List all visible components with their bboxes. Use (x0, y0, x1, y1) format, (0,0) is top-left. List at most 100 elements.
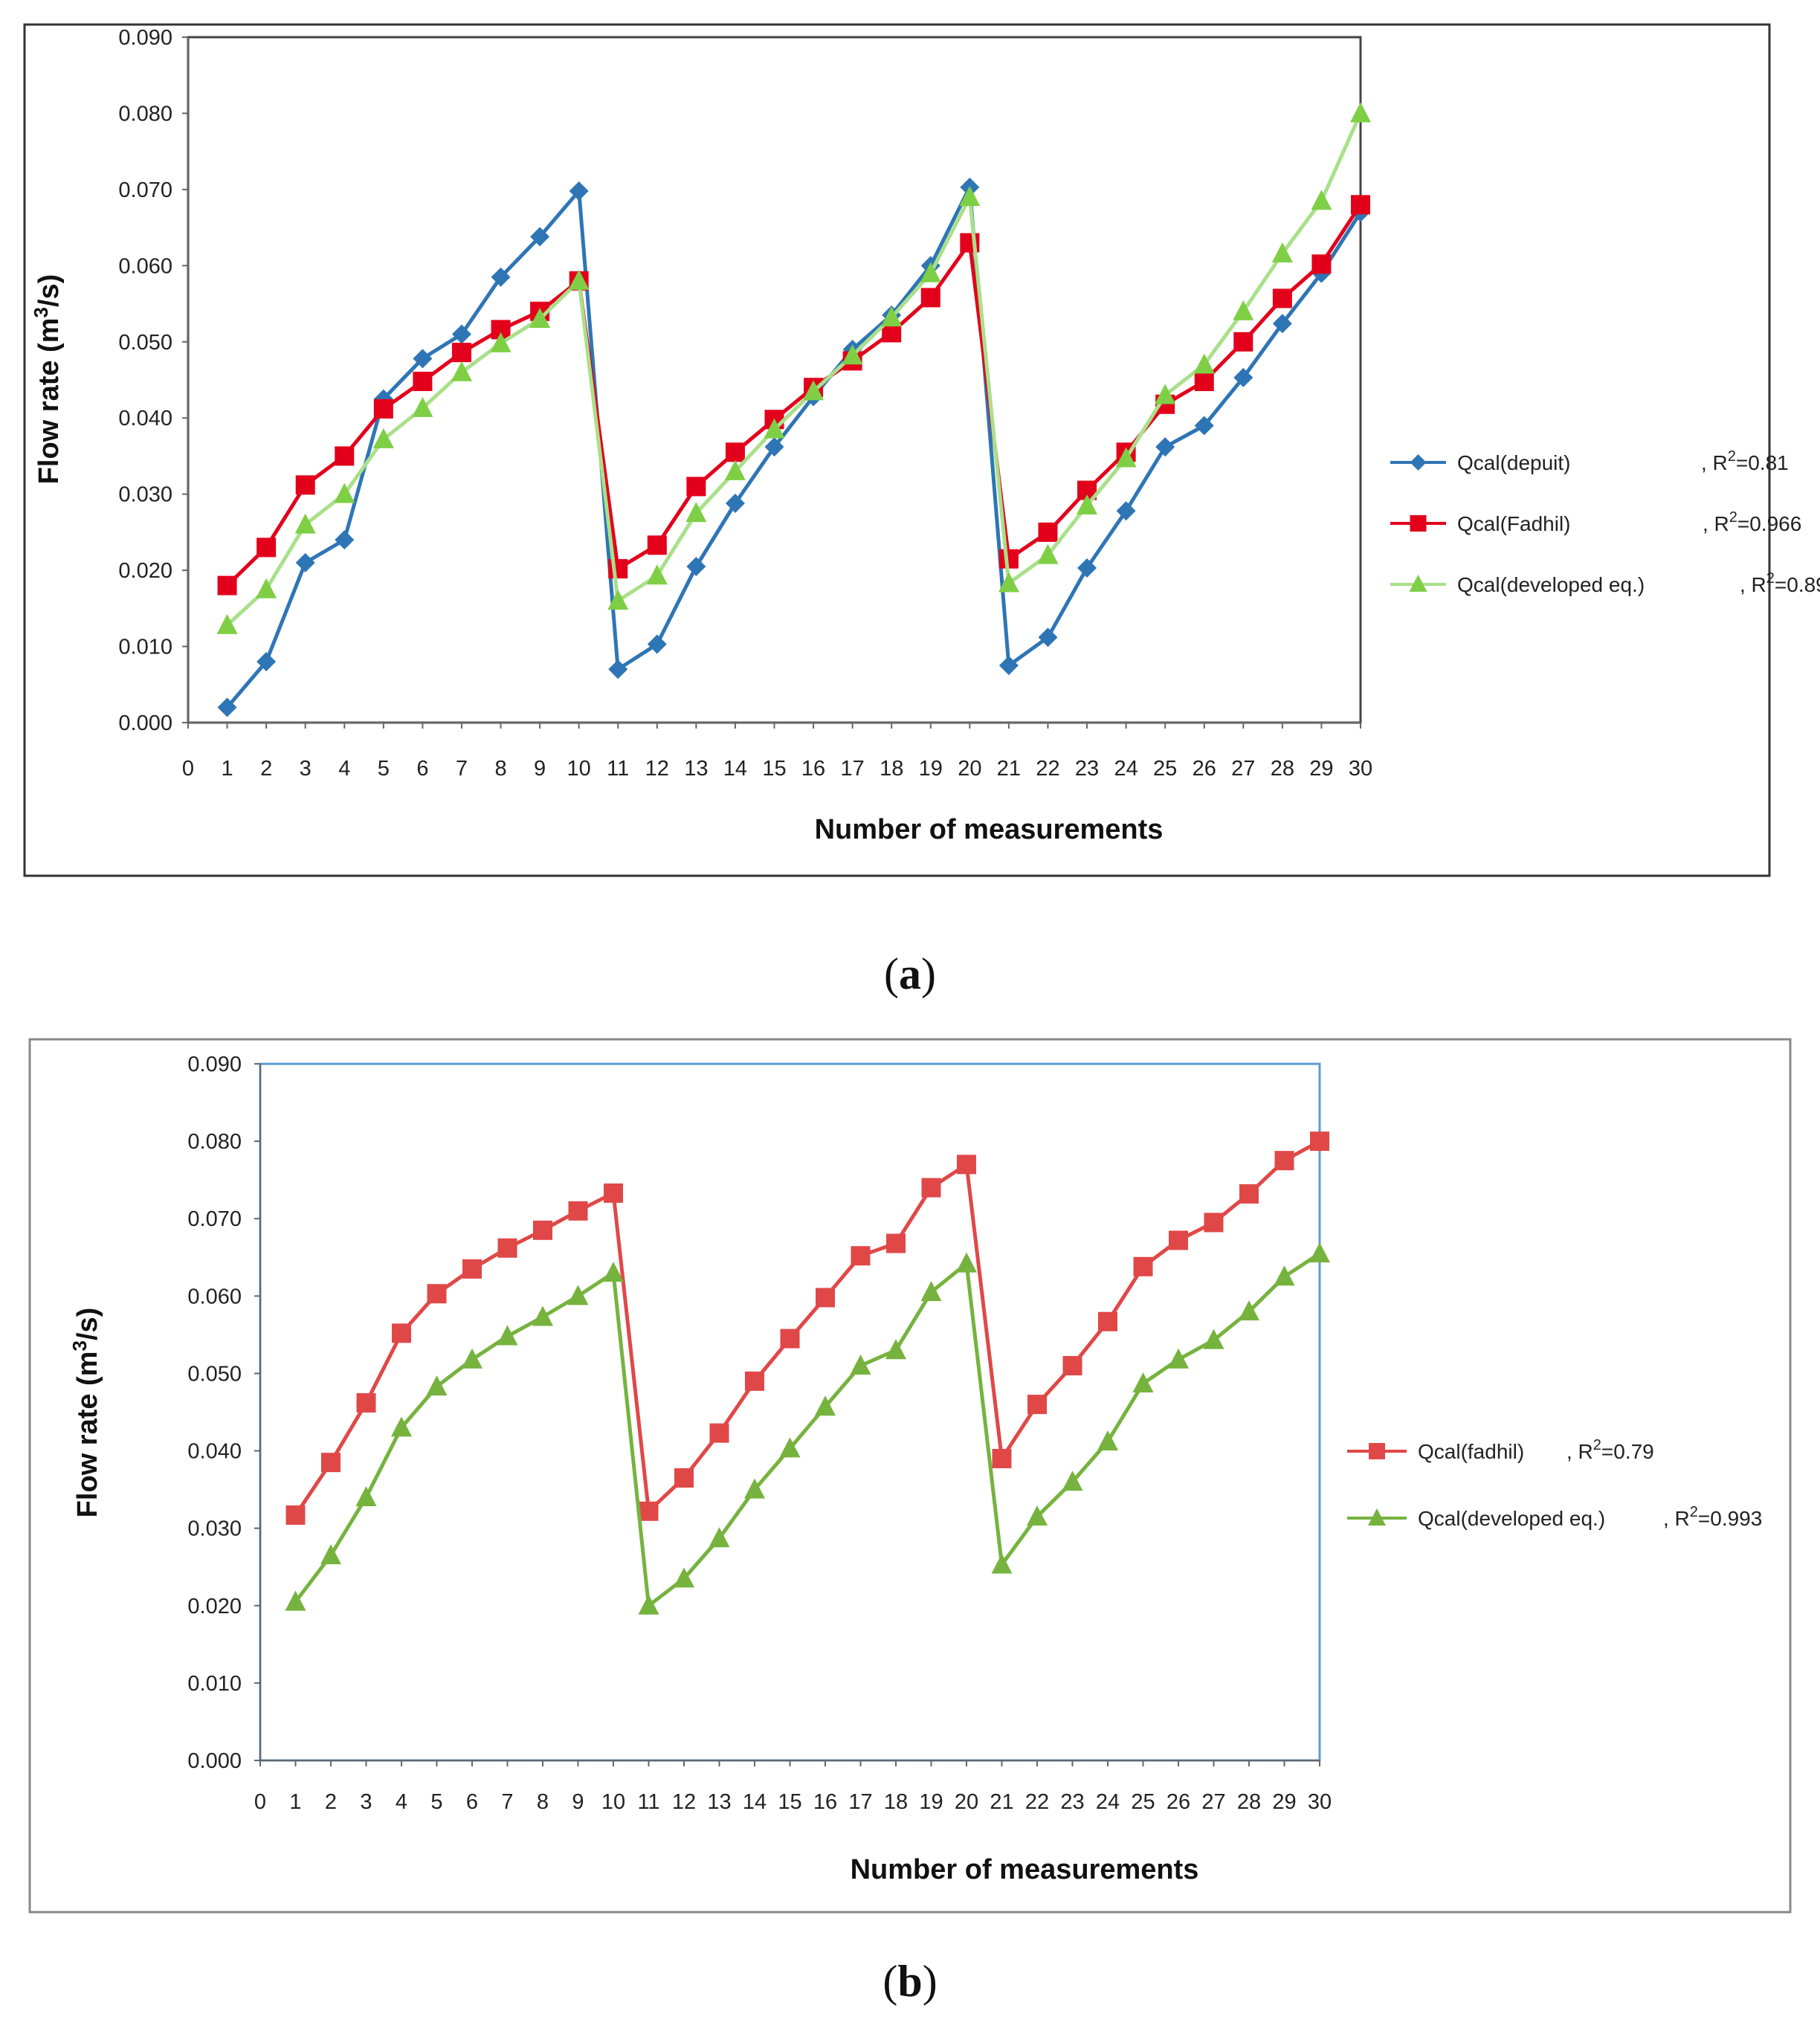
data-point (1116, 501, 1136, 521)
x-tick-label: 29 (1272, 1790, 1296, 1814)
data-point (334, 482, 355, 503)
data-point (803, 380, 825, 401)
data-point (1272, 314, 1292, 334)
y-tick-label: 0.050 (118, 331, 172, 355)
data-point (725, 442, 745, 462)
data-point (426, 1375, 448, 1396)
data-point (1233, 300, 1254, 320)
data-point (294, 513, 316, 534)
data-point (217, 575, 237, 595)
caption-close: ) (923, 1957, 938, 2006)
data-point (992, 1448, 1012, 1468)
data-point (497, 1325, 518, 1346)
chart-panel-b: 0.000 0.010 0.020 0.030 0.040 0.050 0.060 0.070… (28, 1038, 1792, 2006)
data-point (815, 1395, 836, 1416)
legend-entry: Qcal(developed eq.) , R2=0.993 (1347, 1504, 1762, 1530)
data-point (646, 564, 668, 585)
data-point (568, 269, 590, 290)
x-tick-label: 27 (1201, 1790, 1225, 1814)
data-point (285, 1590, 306, 1611)
data-point (1204, 1213, 1224, 1233)
x-tick-label: 17 (841, 757, 865, 781)
data-point (462, 1259, 482, 1279)
y-tick-label: 0.030 (118, 483, 172, 507)
x-tick-label: 18 (884, 1790, 908, 1814)
x-tick-label: 12 (645, 757, 669, 781)
legend-marker (1409, 575, 1427, 592)
series-line (225, 112, 1363, 627)
x-tick-label: 15 (778, 1790, 801, 1814)
data-point (391, 1416, 412, 1437)
data-point (285, 1505, 306, 1525)
x-tick-label: 19 (919, 757, 943, 781)
x-axis-title: Number of measurements (815, 814, 1164, 845)
y-axis-title: Flow rate (m3/s) (68, 1308, 103, 1518)
data-point (1203, 1329, 1224, 1349)
data-point (603, 1262, 624, 1282)
x-tick-label: 11 (637, 1790, 659, 1814)
data-point (372, 427, 394, 448)
data-point (851, 1246, 871, 1266)
data-point (321, 1453, 341, 1473)
data-point (1351, 195, 1370, 215)
legend-r2: , R2=0.966 (1703, 509, 1801, 535)
data-point (335, 530, 355, 550)
y-tick-label: 0.060 (118, 254, 172, 278)
legend-r2-value: =0.966 (1737, 512, 1801, 535)
data-point (725, 493, 745, 513)
y-tick-label: 0.020 (187, 1595, 242, 1618)
legend-r2-value: =0.993 (1698, 1507, 1762, 1530)
legend-r2-sup: 2 (1766, 570, 1775, 587)
x-tick-label: 5 (430, 1790, 442, 1814)
data-point (886, 1233, 906, 1253)
y-axis-title: Flow rate (m3/s) (30, 274, 65, 485)
data-point (1233, 332, 1253, 352)
data-point (356, 1393, 376, 1413)
data-point (295, 552, 315, 572)
legend-r2-sup: 2 (1593, 1437, 1601, 1453)
x-tick-label: 5 (378, 757, 390, 781)
legend-r2-prefix: , R (1566, 1440, 1593, 1463)
x-tick-label: 20 (958, 757, 981, 781)
x-tick-label: 25 (1153, 757, 1177, 781)
legend-r2: , R2=0.79 (1566, 1437, 1654, 1463)
x-tick-label: 1 (221, 757, 233, 781)
data-point (1038, 522, 1058, 542)
x-tick-label: 21 (990, 1790, 1013, 1814)
data-point (1271, 242, 1293, 262)
data-point (604, 1183, 623, 1203)
y-axis-title-sup: 3 (68, 1340, 91, 1351)
x-tick-label: 25 (1131, 1790, 1155, 1814)
data-point (530, 227, 550, 247)
data-point (1155, 437, 1175, 457)
data-point (956, 1252, 977, 1273)
data-point (1132, 1372, 1154, 1392)
data-point (1311, 254, 1332, 274)
y-axis-title-end: /s) (72, 1308, 103, 1340)
legend-series-name: Qcal(fadhil) (1418, 1440, 1524, 1463)
chart-frame (23, 23, 1771, 877)
data-point (1133, 1256, 1153, 1276)
x-tick-label: 22 (1025, 1790, 1049, 1814)
data-point (709, 1423, 729, 1443)
series-Qcal(developed eq.) (216, 102, 1371, 634)
data-point (647, 634, 667, 654)
legend-entry: Qcal(developed eq.) , R2=0.89 (1390, 570, 1820, 596)
legend-series-name: Qcal(developed eq.) (1418, 1507, 1605, 1530)
legend-r2-sup: 2 (1729, 509, 1737, 526)
plot-area (259, 1062, 1321, 1762)
y-tick-label: 0.070 (187, 1207, 242, 1231)
legend-r2-sup: 2 (1728, 448, 1736, 465)
series-line (225, 204, 1363, 587)
data-point (256, 578, 277, 598)
data-point (998, 656, 1019, 676)
data-point (1115, 447, 1137, 468)
x-tick-label: 3 (300, 757, 312, 781)
data-point (568, 1201, 588, 1221)
data-point (674, 1567, 694, 1588)
legend-r2-value: =0.89 (1775, 573, 1820, 596)
x-tick-label: 29 (1309, 757, 1333, 781)
data-point (490, 332, 512, 352)
data-point (764, 437, 784, 457)
caption-label: a (899, 949, 921, 998)
